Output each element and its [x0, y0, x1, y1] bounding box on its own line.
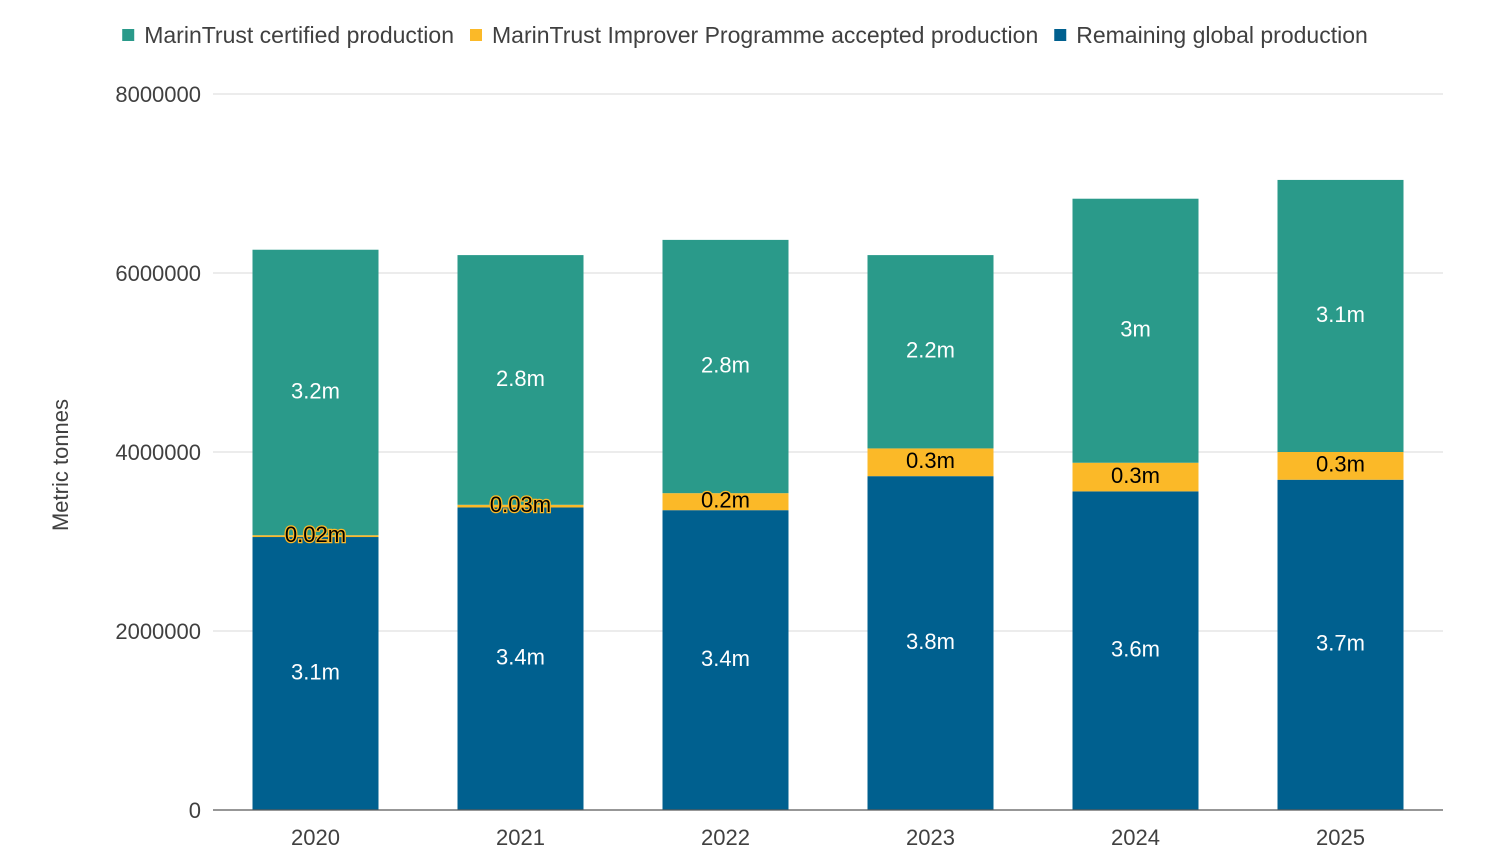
data-label: 3.2m — [291, 378, 340, 403]
data-labels: 3.1m 0.02m 3.2m 3.4m 0.03m 2.8m 3.4m 0.2m 2.8m 3.… — [284, 302, 1365, 685]
x-axis: 2020 2021 2022 2023 2024 2025 — [213, 809, 1443, 850]
legend-label: MarinTrust certified production — [144, 22, 454, 48]
x-tick-label: 2024 — [1111, 825, 1160, 850]
y-axis-label: Metric tonnes — [48, 399, 73, 531]
x-tick-label: 2025 — [1316, 825, 1365, 850]
bar-segment — [1277, 179, 1404, 453]
legend-item: Remaining global production — [1054, 22, 1368, 48]
bar-segment — [1072, 491, 1199, 810]
legend: MarinTrust certified production MarinTrus… — [122, 22, 1368, 48]
bar-segment — [1072, 462, 1199, 492]
bar-segment — [1072, 198, 1199, 463]
data-label: 2.2m — [906, 338, 955, 363]
gridlines — [213, 93, 1443, 632]
data-label: 3.7m — [1316, 631, 1365, 656]
legend-item: MarinTrust Improver Programme accepted p… — [470, 22, 1038, 48]
bar-segment — [662, 493, 789, 511]
data-label: 3.1m — [291, 659, 340, 684]
bar-segment — [457, 255, 584, 505]
bar-segment — [457, 507, 584, 810]
y-tick-label: 8000000 — [115, 82, 201, 107]
data-label: 0.3m — [1111, 463, 1160, 488]
y-tick-label: 2000000 — [115, 619, 201, 644]
y-axis: 0 2000000 4000000 6000000 8000000 — [115, 82, 201, 823]
data-label: 2.8m — [496, 366, 545, 391]
bar-segment — [867, 448, 994, 477]
x-tick-label: 2020 — [291, 825, 340, 850]
legend-label: Remaining global production — [1076, 22, 1368, 48]
legend-swatch — [1054, 29, 1067, 41]
x-tick-label: 2022 — [701, 825, 750, 850]
legend-item: MarinTrust certified production — [122, 22, 454, 48]
bar-segment — [252, 249, 379, 536]
data-label: 0.02m — [285, 522, 346, 547]
x-tick-label: 2021 — [496, 825, 545, 850]
data-label: 3.8m — [906, 629, 955, 654]
data-label: 3m — [1120, 317, 1151, 342]
bar-segment — [252, 537, 379, 810]
bar-segment — [457, 504, 584, 508]
data-label: 0.3m — [1316, 452, 1365, 477]
data-label: 2.8m — [701, 352, 750, 377]
bar-segment — [662, 239, 789, 494]
x-tick-label: 2023 — [906, 825, 955, 850]
data-label: 3.4m — [701, 646, 750, 671]
bar-segment — [252, 535, 379, 538]
y-tick-label: 6000000 — [115, 261, 201, 286]
bar-segment — [867, 255, 994, 449]
data-label: 3.1m — [1316, 302, 1365, 327]
legend-swatch — [122, 29, 135, 41]
data-label: 0.03m — [490, 492, 551, 517]
data-label: 3.6m — [1111, 637, 1160, 662]
data-label: 0.2m — [701, 487, 750, 512]
bar-segment — [867, 476, 994, 810]
data-label: 0.3m — [906, 448, 955, 473]
y-tick-label: 0 — [189, 798, 201, 823]
bars — [252, 179, 1404, 810]
legend-swatch — [470, 29, 482, 41]
data-label: 3.4m — [496, 645, 545, 670]
bar-segment — [1277, 479, 1404, 810]
bar-segment — [1277, 452, 1404, 480]
bar-segment — [662, 510, 789, 810]
legend-label: MarinTrust Improver Programme accepted p… — [492, 22, 1038, 48]
y-tick-label: 4000000 — [115, 440, 201, 465]
